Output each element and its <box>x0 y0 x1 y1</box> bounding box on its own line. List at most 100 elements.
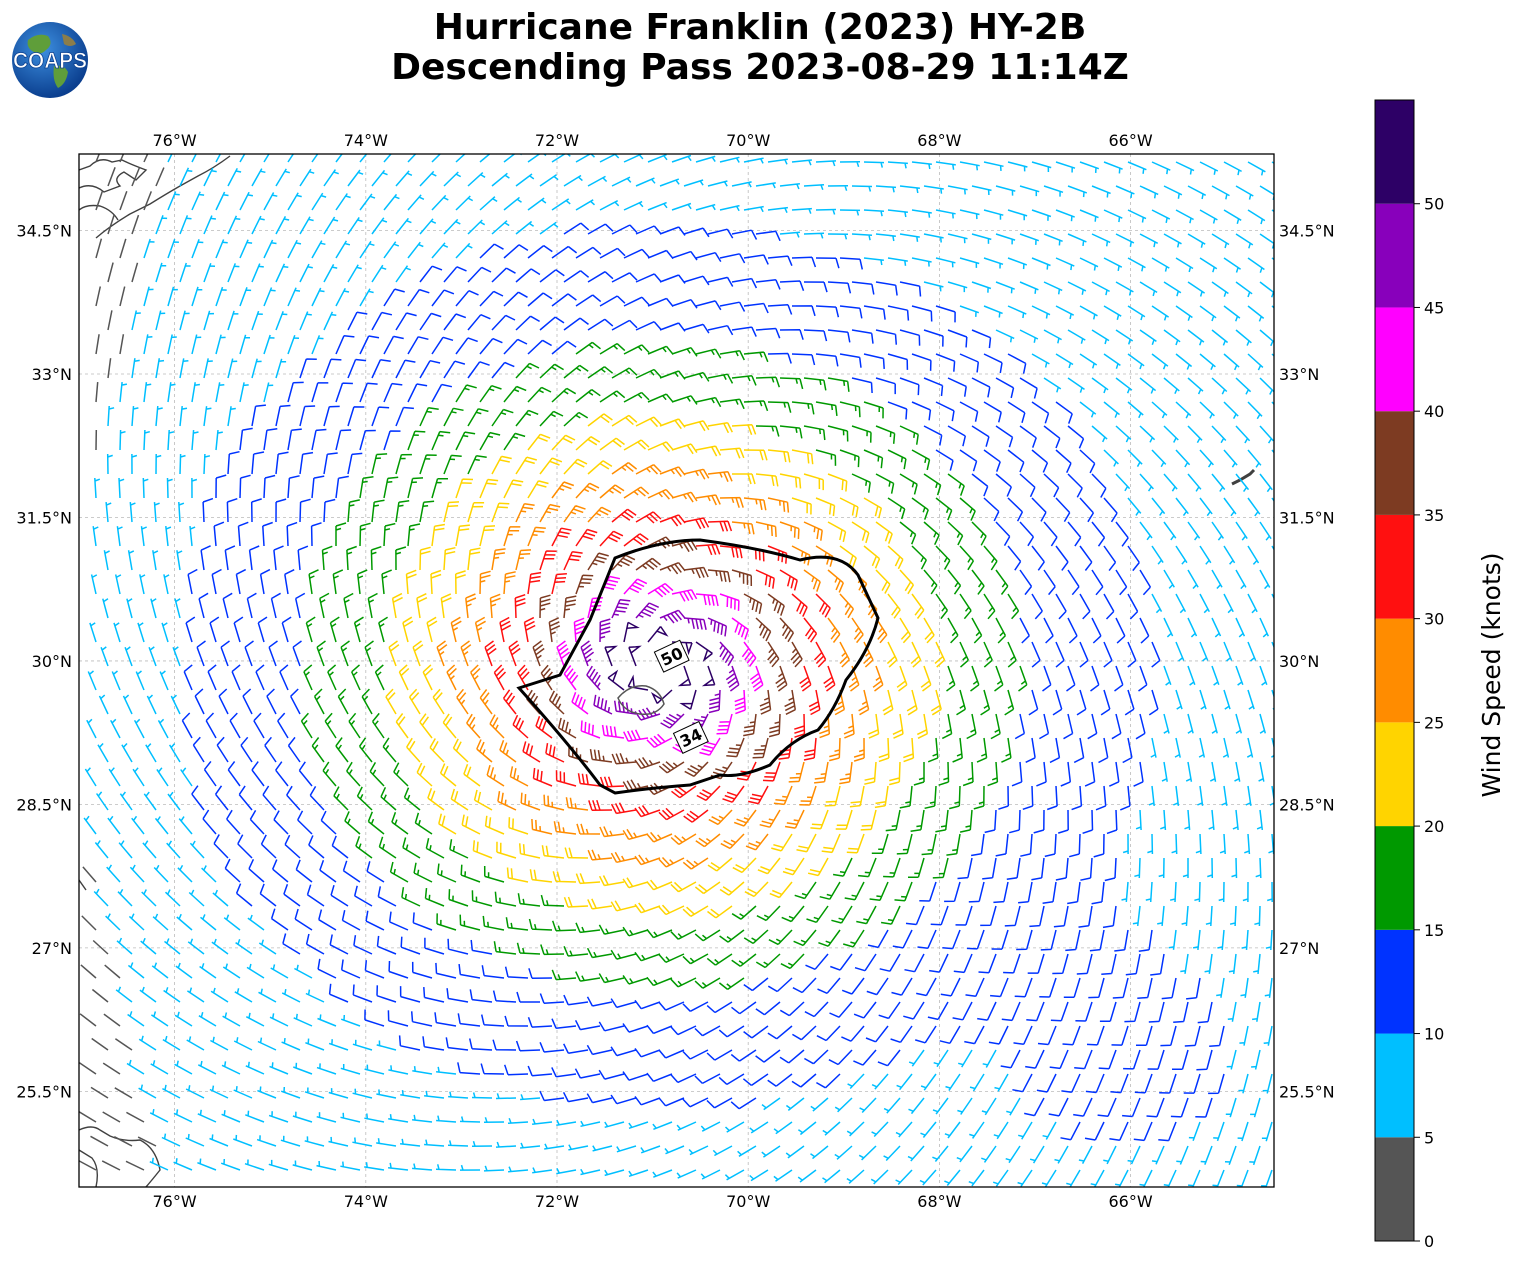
wind-barb <box>1223 545 1236 565</box>
wind-barb <box>455 478 474 499</box>
wind-barb <box>275 761 289 787</box>
wind-barb <box>251 451 265 475</box>
wind-barb <box>731 181 752 188</box>
lon-tick-label-top: 72°W <box>535 131 579 150</box>
wind-barb <box>137 622 145 643</box>
wind-barb <box>163 987 181 1003</box>
wind-barb <box>508 817 529 835</box>
wind-barb <box>815 449 837 466</box>
wind-barb <box>911 257 932 267</box>
wind-barb <box>957 1097 973 1115</box>
wind-barb <box>877 1049 901 1067</box>
wind-barb <box>563 595 577 619</box>
wind-barb <box>610 900 637 912</box>
wind-barb <box>971 569 985 595</box>
wind-barb <box>233 1086 253 1099</box>
wind-barb <box>944 881 961 903</box>
wind-barb <box>731 375 757 386</box>
wind-barb <box>870 1169 889 1185</box>
wind-barb <box>1079 497 1095 523</box>
wind-barb <box>395 217 412 235</box>
wind-barb <box>281 988 301 1003</box>
wind-barb <box>827 184 849 191</box>
wind-barb <box>364 1064 385 1075</box>
wind-barb <box>565 797 589 811</box>
wind-barb <box>170 694 181 715</box>
wind-barb <box>799 785 817 806</box>
wind-barb <box>604 1169 625 1177</box>
wind-barb <box>604 645 618 667</box>
wind-barb <box>191 154 197 163</box>
wind-barb <box>634 1047 661 1058</box>
wind-barb <box>731 1001 757 1015</box>
wind-barb <box>443 171 462 187</box>
contour-label-box <box>653 639 690 673</box>
wind-barb <box>923 425 943 446</box>
wind-barb <box>1000 1049 1021 1069</box>
wind-barb <box>919 881 937 902</box>
wind-barb <box>883 1097 901 1114</box>
wind-barb <box>1176 1145 1189 1165</box>
wind-barb <box>658 953 685 963</box>
wind-barb <box>239 154 246 163</box>
wind-barb <box>599 437 625 451</box>
wind-barb <box>652 1121 673 1130</box>
wind-barb <box>683 371 710 382</box>
wind-barb <box>791 1073 817 1088</box>
wind-barb <box>1071 785 1083 811</box>
wind-barb <box>191 477 198 499</box>
wind-barb <box>755 1001 781 1016</box>
wind-barb <box>161 622 169 643</box>
wind-barb <box>1247 257 1265 273</box>
wind-barb <box>1211 281 1229 297</box>
wind-barb <box>323 169 339 187</box>
wind-barb <box>1057 809 1069 834</box>
wind-barb <box>407 477 424 499</box>
wind-barb <box>470 664 481 691</box>
wind-barb <box>1031 449 1049 473</box>
wind-barb <box>670 1025 697 1036</box>
wind-barb <box>383 430 401 451</box>
wind-barb <box>1029 905 1045 928</box>
wind-barb <box>489 593 501 619</box>
wind-barb <box>299 451 314 475</box>
wind-barb <box>187 568 198 595</box>
wind-barb <box>914 1025 937 1044</box>
wind-barb <box>526 689 541 715</box>
wind-barb <box>313 688 325 715</box>
wind-barb <box>1075 1001 1093 1022</box>
wind-barb <box>635 368 662 379</box>
lat-tick-label-left: 31.5°N <box>16 508 72 527</box>
wind-barb <box>275 216 290 235</box>
wind-barb <box>327 664 337 691</box>
wind-barb <box>119 154 125 163</box>
wind-barb <box>827 281 852 294</box>
wind-barb <box>695 155 716 163</box>
wind-barb <box>983 209 1004 220</box>
wind-barb <box>575 199 596 211</box>
wind-barb <box>436 1066 457 1075</box>
wind-barb <box>395 453 412 475</box>
wind-barb <box>635 464 662 475</box>
wind-barb <box>911 497 929 520</box>
wind-barb <box>1025 1049 1045 1069</box>
wind-barb <box>1186 977 1201 1000</box>
wind-barb <box>411 961 433 979</box>
wind-barb <box>841 1025 865 1042</box>
wind-barb <box>971 185 992 196</box>
wind-barb <box>623 578 648 595</box>
wind-barb <box>1067 281 1087 295</box>
lon-tick-label-top: 76°W <box>153 131 197 150</box>
wind-barb <box>903 1001 925 1020</box>
wind-barb <box>719 545 743 559</box>
wind-barb <box>1199 689 1207 710</box>
wind-barb <box>647 488 674 500</box>
wind-barb <box>911 353 932 371</box>
wind-barb <box>213 834 229 859</box>
wind-barb <box>1175 209 1194 224</box>
wind-barb <box>947 233 968 244</box>
coastline <box>79 155 1256 1187</box>
wind-barb <box>237 834 253 859</box>
wind-barb <box>1139 521 1153 541</box>
wind-barb <box>919 1169 937 1186</box>
